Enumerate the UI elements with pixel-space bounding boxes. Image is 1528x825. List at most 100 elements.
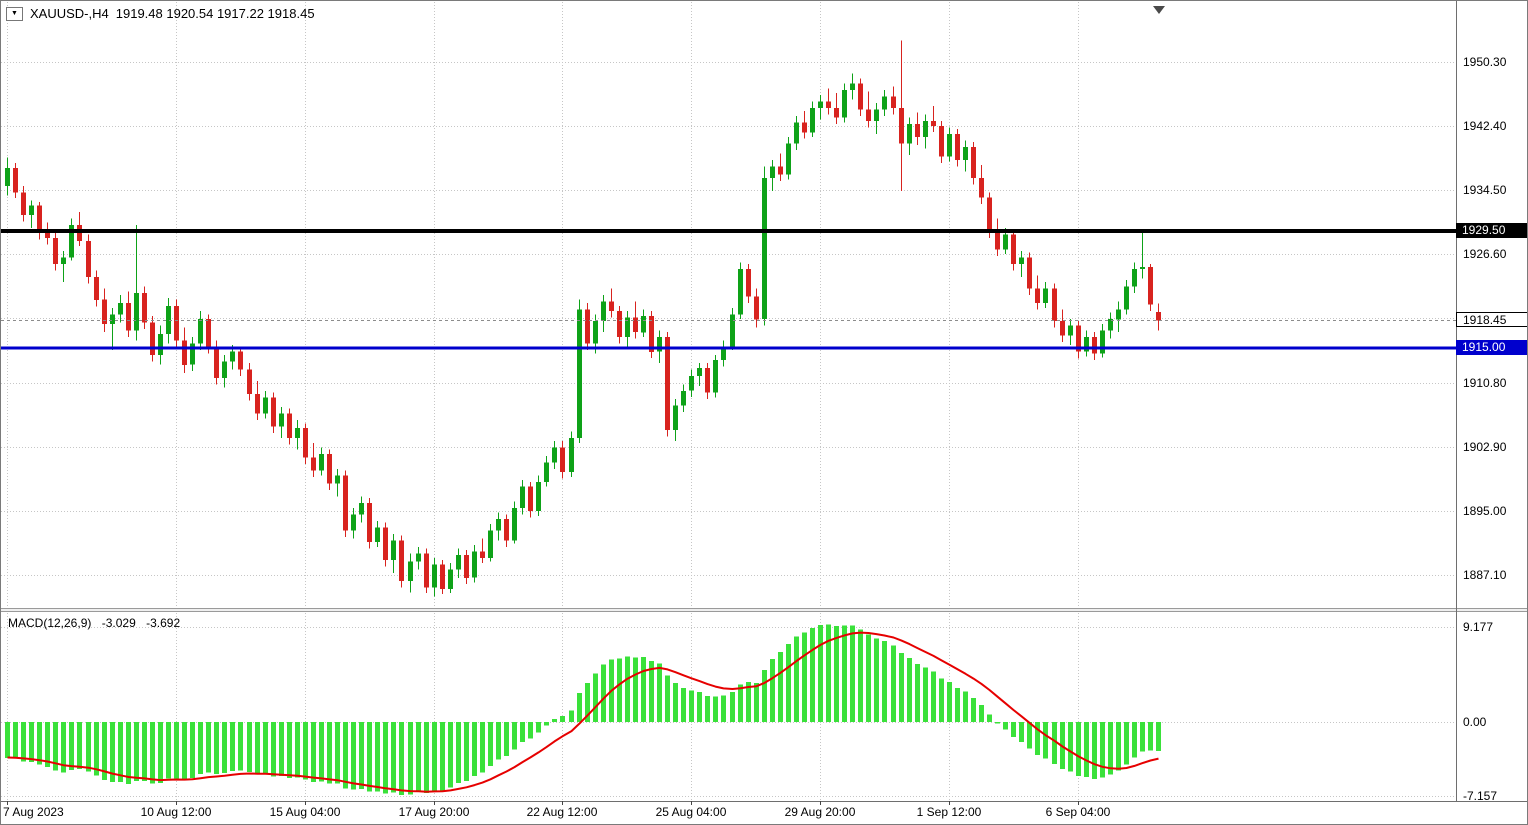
candle — [86, 241, 91, 277]
macd-histogram-bar — [134, 722, 139, 781]
macd-histogram-bar — [560, 716, 565, 723]
candle — [625, 317, 630, 338]
macd-histogram-bar — [971, 697, 976, 723]
macd-histogram-bar — [697, 692, 702, 723]
candle — [987, 197, 992, 232]
macd-histogram-bar — [472, 722, 477, 777]
candle — [995, 231, 1000, 250]
price-axis-label: 9.177 — [1463, 620, 1494, 634]
candle — [158, 333, 163, 355]
candle — [1076, 325, 1081, 352]
time-axis[interactable]: 7 Aug 2023 10 Aug 12:00 15 Aug 04:00 17 Aug… — [1, 802, 1527, 824]
candle — [577, 309, 582, 438]
candle — [1003, 234, 1008, 250]
macd-histogram-bar — [689, 690, 694, 723]
macd-histogram-bar — [1027, 722, 1032, 749]
candle — [866, 109, 871, 121]
candle — [778, 166, 783, 175]
macd-histogram-bar — [721, 695, 726, 723]
candle — [263, 397, 268, 414]
macd-histogram-bar — [247, 722, 252, 772]
price-axis-label: 1934.50 — [1463, 183, 1507, 197]
candle — [1011, 234, 1016, 264]
candle — [649, 316, 654, 352]
macd-histogram-bar — [625, 656, 630, 723]
candle — [560, 447, 565, 473]
macd-histogram-bar — [915, 664, 920, 723]
macd-histogram-bar — [1108, 722, 1113, 775]
macd-histogram-bar — [86, 722, 91, 772]
macd-histogram-bar — [762, 669, 767, 723]
macd-histogram-bar — [198, 722, 203, 774]
macd-histogram-bar — [158, 722, 163, 783]
candle — [416, 553, 421, 562]
candle — [1132, 268, 1137, 287]
macd-histogram-bar — [61, 722, 66, 773]
candle — [617, 311, 622, 338]
candle — [1060, 320, 1065, 336]
macd-histogram-bar — [166, 722, 171, 779]
candle — [899, 107, 904, 144]
candle — [713, 359, 718, 393]
chart-ohlc-header: ▼ XAUUSD-,H4 1919.48 1920.54 1917.22 191… — [6, 6, 315, 21]
candle — [238, 351, 243, 370]
candle — [939, 125, 944, 157]
macd-histogram-bar — [1092, 722, 1097, 779]
candle — [842, 90, 847, 118]
candle — [142, 293, 147, 323]
macd-histogram-bar — [391, 722, 396, 793]
candle — [641, 316, 646, 333]
price-axis-label: 0.00 — [1463, 715, 1487, 729]
price-axis[interactable]: 1950.30 1942.40 1934.50 1926.60 1910.80 1902.… — [1456, 1, 1527, 803]
macd-histogram-bar — [569, 710, 574, 723]
candle — [1019, 257, 1024, 264]
macd-histogram-bar — [601, 664, 606, 723]
candle — [69, 224, 74, 258]
candle — [77, 224, 82, 242]
macd-histogram-bar — [1156, 722, 1161, 751]
candle — [593, 320, 598, 344]
macd-indicator-label: MACD(12,26,9) -3.029 -3.692 — [8, 616, 187, 630]
macd-histogram-bar — [585, 683, 590, 723]
candle — [13, 168, 18, 193]
candle — [190, 343, 195, 365]
chart-shift-marker-icon[interactable] — [1153, 6, 1165, 14]
macd-histogram-bar — [13, 722, 18, 759]
macd-histogram-bar — [383, 722, 388, 794]
candle — [1148, 267, 1153, 305]
macd-histogram-bar — [874, 638, 879, 723]
price-axis-label: 1910.80 — [1463, 376, 1507, 390]
macd-histogram-bar — [214, 722, 219, 775]
candle — [247, 369, 252, 394]
macd-histogram-bar — [810, 628, 815, 723]
macd-histogram-bar — [311, 722, 316, 782]
candle — [166, 306, 171, 334]
candle — [1156, 312, 1161, 321]
candle — [907, 124, 912, 144]
candle — [858, 83, 863, 110]
candle — [705, 368, 710, 393]
macd-histogram-bar — [786, 644, 791, 723]
candle — [21, 192, 26, 216]
macd-histogram-bar — [1035, 722, 1040, 756]
candle — [311, 457, 316, 471]
macd-histogram-bar — [1076, 722, 1081, 776]
symbol-dropdown-button[interactable]: ▼ — [6, 6, 23, 21]
candle — [480, 551, 485, 559]
price-axis-label: 1887.10 — [1463, 568, 1507, 582]
candle — [126, 303, 131, 331]
macd-histogram-bar — [1116, 722, 1121, 771]
macd-histogram-bar — [593, 673, 598, 723]
macd-histogram-bar — [730, 691, 735, 723]
macd-histogram-bar — [931, 671, 936, 723]
price-badge: 1918.45 — [1456, 312, 1527, 327]
macd-histogram-bar — [746, 682, 751, 723]
macd-value-label: -3.029 — [101, 616, 136, 630]
macd-histogram-bar — [657, 663, 662, 723]
macd-histogram-bar — [673, 683, 678, 722]
candle — [850, 83, 855, 90]
macd-histogram-bar — [110, 722, 115, 783]
candle — [351, 514, 356, 531]
candle — [214, 346, 219, 378]
